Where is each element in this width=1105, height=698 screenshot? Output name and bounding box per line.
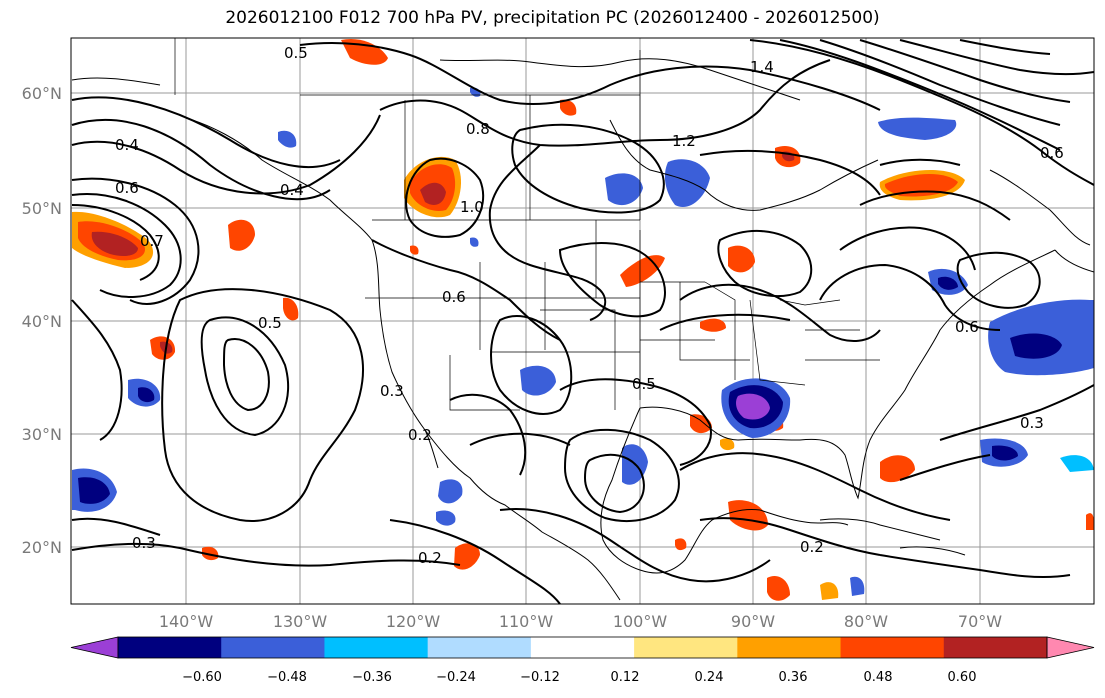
colorbar: −0.60 −0.48 −0.36 −0.24 −0.12 0.12 0.24 …	[70, 636, 1095, 685]
colorbar-segments	[70, 636, 1095, 659]
colorbar-tick-label: −0.60	[182, 670, 222, 685]
contour-label: 0.3	[1020, 414, 1044, 432]
map-title: 2026012100 F012 700 hPa PV, precipitatio…	[225, 8, 880, 28]
contour-label: 0.7	[140, 232, 164, 250]
state-borders	[174, 38, 880, 411]
map-plot-area: 0.5 0.6 0.4 0.8 1.2 0.7 0.3 0.2 1.0 0.4 …	[71, 38, 1094, 604]
contour-label: 0.2	[418, 549, 442, 567]
pv-contours	[71, 39, 1094, 604]
contour-labels: 0.5 0.6 0.4 0.8 1.2 0.7 0.3 0.2 1.0 0.4 …	[115, 44, 1064, 567]
contour-label: 1.0	[460, 198, 484, 216]
colorbar-labels: −0.60 −0.48 −0.36 −0.24 −0.12 0.12 0.24 …	[182, 670, 976, 685]
precip-negative-areas	[72, 87, 1094, 596]
colorbar-tick-label: 0.12	[611, 670, 640, 685]
contour-label: 1.4	[750, 58, 774, 76]
contour-label: 0.2	[408, 426, 432, 444]
contour-label: 0.3	[380, 382, 404, 400]
contour-label: 1.2	[672, 132, 696, 150]
colorbar-segment	[634, 637, 738, 658]
colorbar-segment	[737, 637, 842, 658]
colorbar-segment	[840, 637, 945, 658]
lon-label: 90°W	[731, 612, 775, 631]
colorbar-tick-label: −0.12	[520, 670, 560, 685]
lon-label: 110°W	[499, 612, 554, 631]
colorbar-segment	[324, 637, 429, 658]
colorbar-extend-low	[70, 636, 119, 659]
contour-label: 0.6	[955, 318, 979, 336]
colorbar-tick-label: 0.24	[695, 670, 724, 685]
contour-label: 0.4	[115, 136, 139, 154]
lat-label: 40°N	[22, 312, 62, 331]
lon-label: 120°W	[386, 612, 441, 631]
colorbar-extend-high	[1046, 636, 1095, 659]
contour-label: 0.6	[1040, 144, 1064, 162]
colorbar-segment	[530, 637, 635, 658]
colorbar-tick-label: −0.36	[352, 670, 392, 685]
contour-label: 0.5	[258, 314, 282, 332]
longitude-labels: 140°W 130°W 120°W 110°W 100°W 90°W 80°W …	[159, 612, 1002, 631]
map-frame	[70, 37, 1095, 605]
lat-label: 30°N	[22, 425, 62, 444]
precip-positive-areas	[72, 38, 1094, 601]
lat-label: 20°N	[22, 538, 62, 557]
precip-shading	[72, 38, 1094, 601]
coastlines	[71, 58, 1094, 601]
contour-label: 0.5	[284, 44, 308, 62]
contour-label: 0.4	[280, 181, 304, 199]
contour-label: 0.6	[442, 288, 466, 306]
contour-label: 0.6	[115, 179, 139, 197]
lon-label: 100°W	[613, 612, 668, 631]
colorbar-segment	[943, 637, 1048, 658]
colorbar-tick-label: −0.24	[436, 670, 476, 685]
lat-label: 60°N	[22, 84, 62, 103]
colorbar-segment	[427, 637, 532, 658]
colorbar-tick-label: 0.36	[779, 670, 808, 685]
contour-label: 0.5	[632, 375, 656, 393]
colorbar-outline	[117, 636, 1048, 659]
contour-label: 0.3	[132, 534, 156, 552]
colorbar-tick-label: 0.60	[948, 670, 977, 685]
lon-label: 140°W	[159, 612, 214, 631]
lon-label: 70°W	[958, 612, 1002, 631]
latitude-labels: 60°N 50°N 40°N 30°N 20°N	[22, 84, 62, 557]
lat-label: 50°N	[22, 199, 62, 218]
colorbar-tick-label: −0.48	[267, 670, 307, 685]
lon-label: 80°W	[844, 612, 888, 631]
colorbar-segment	[221, 637, 325, 658]
lon-label: 130°W	[273, 612, 328, 631]
colorbar-tick-label: 0.48	[864, 670, 893, 685]
contour-label: 0.2	[800, 538, 824, 556]
colorbar-segment	[118, 637, 222, 658]
contour-label: 0.8	[466, 120, 490, 138]
